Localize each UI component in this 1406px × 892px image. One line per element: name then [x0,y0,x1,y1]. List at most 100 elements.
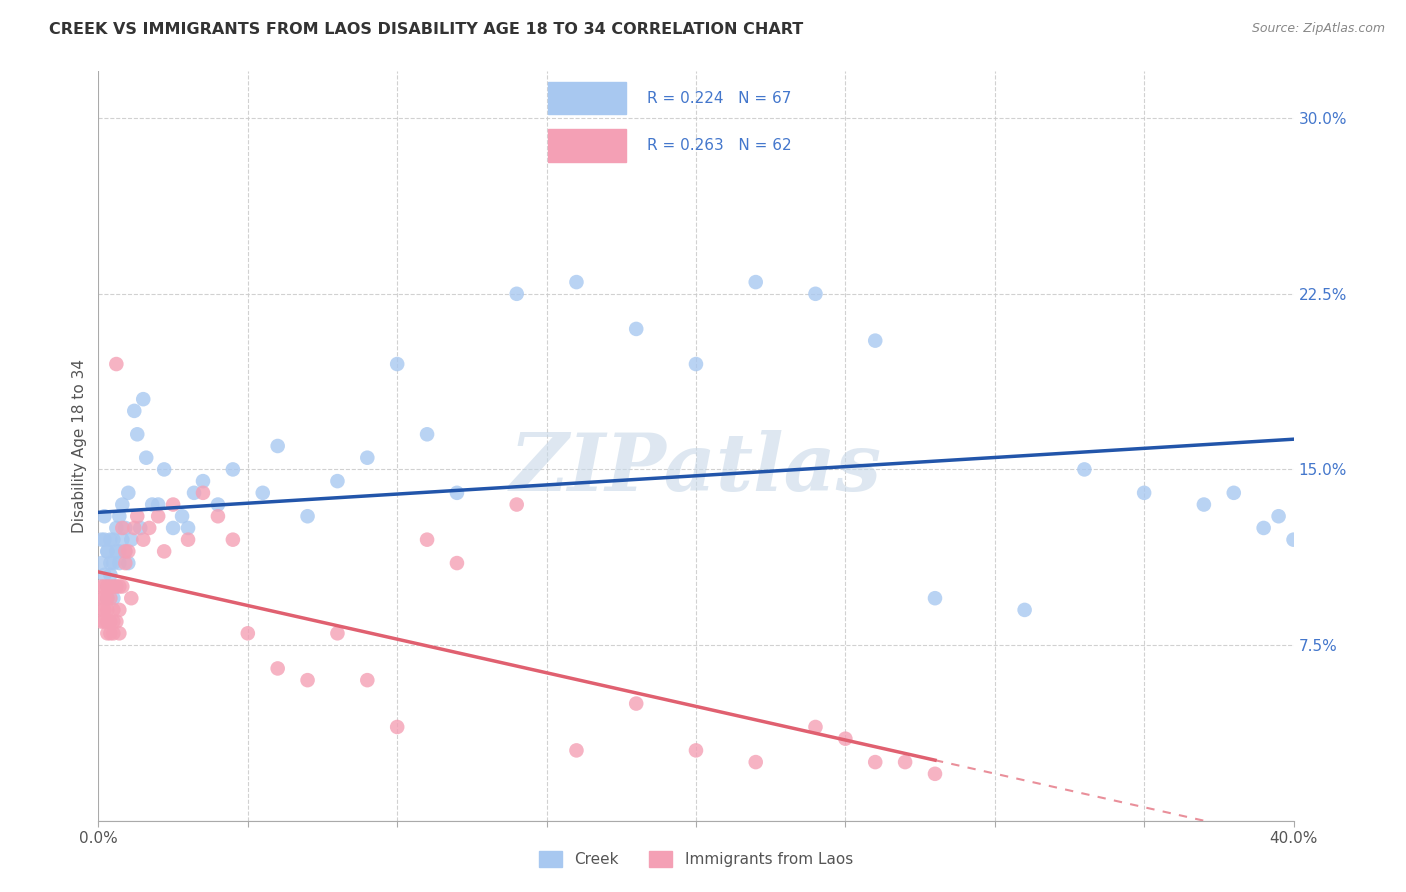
Point [111,498,134,512]
Point [745,755,768,769]
Point [865,334,887,348]
Point [108,509,131,524]
Point [685,743,707,757]
Point [105,580,128,594]
Point [108,544,131,558]
Point [124,521,146,535]
Point [90,556,112,570]
Point [90,533,112,547]
Point [120,533,142,547]
Point [626,322,648,336]
Point [172,509,194,524]
Point [96,544,118,558]
Point [96,580,118,594]
Point [117,485,139,500]
Point [96,615,118,629]
Point [1253,521,1275,535]
Point [162,521,184,535]
Text: Source: ZipAtlas.com: Source: ZipAtlas.com [1251,22,1385,36]
Point [98,591,122,606]
Point [191,474,214,488]
Point [93,615,115,629]
Point [117,556,139,570]
Point [267,439,290,453]
Text: ZIPatlas: ZIPatlas [510,430,882,508]
Point [236,626,259,640]
Point [90,591,112,606]
Point [103,603,125,617]
Point [183,485,205,500]
Point [98,615,122,629]
Point [356,450,378,465]
Point [105,580,128,594]
Point [124,404,146,418]
Point [111,521,134,535]
Text: CREEK VS IMMIGRANTS FROM LAOS DISABILITY AGE 18 TO 34 CORRELATION CHART: CREEK VS IMMIGRANTS FROM LAOS DISABILITY… [49,22,803,37]
Bar [548,81,626,114]
Point [108,626,131,640]
Point [326,626,349,640]
Point [114,521,136,535]
Point [446,485,468,500]
Point [1133,485,1156,500]
Point [98,580,122,594]
Legend: Creek, Immigrants from Laos: Creek, Immigrants from Laos [533,845,859,873]
Point [127,509,149,524]
Point [103,615,125,629]
Point [207,498,229,512]
Point [96,603,118,617]
Point [297,673,319,688]
Point [865,755,887,769]
Point [1073,462,1095,476]
Point [114,544,136,558]
Point [506,286,529,301]
Point [924,591,946,606]
Point [96,591,118,606]
Point [108,603,131,617]
Point [138,521,160,535]
Point [148,509,170,524]
Point [894,755,917,769]
Point [626,697,648,711]
Point [90,615,112,629]
Point [506,498,529,512]
Point [93,509,115,524]
Text: R = 0.224   N = 67: R = 0.224 N = 67 [647,90,792,105]
Point [129,521,152,535]
Point [108,556,131,570]
Point [416,533,439,547]
Point [685,357,707,371]
Point [446,556,468,570]
Point [90,580,112,594]
Point [105,357,128,371]
Point [96,591,118,606]
Y-axis label: Disability Age 18 to 34: Disability Age 18 to 34 [72,359,87,533]
Text: R = 0.263   N = 62: R = 0.263 N = 62 [647,137,792,153]
Point [135,450,157,465]
Bar [548,128,626,161]
Point [93,533,115,547]
Point [297,509,319,524]
Point [804,286,827,301]
Point [326,474,349,488]
Point [117,544,139,558]
Point [114,556,136,570]
Point [222,462,245,476]
Point [191,485,214,500]
Point [96,580,118,594]
Point [177,521,200,535]
Point [385,357,409,371]
Point [385,720,409,734]
Point [1223,485,1246,500]
Point [416,427,439,442]
Point [148,498,170,512]
Point [93,603,115,617]
Point [105,615,128,629]
Point [98,533,122,547]
Point [565,275,588,289]
Point [356,673,378,688]
Point [1267,509,1289,524]
Point [96,544,118,558]
Point [132,533,155,547]
Point [120,591,142,606]
